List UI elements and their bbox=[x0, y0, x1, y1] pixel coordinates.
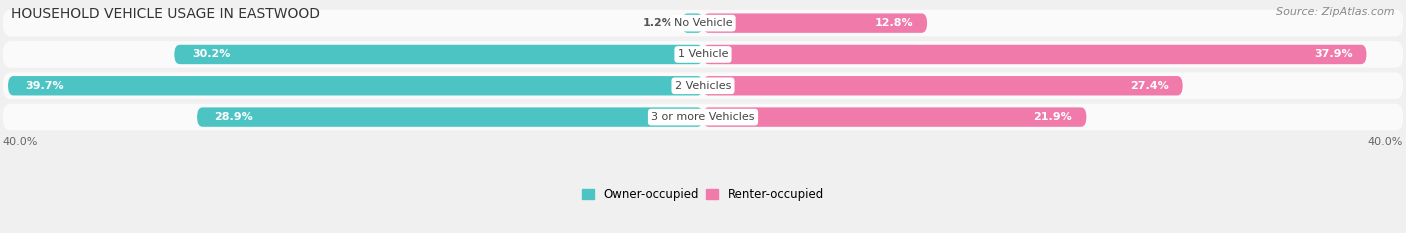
Text: 12.8%: 12.8% bbox=[875, 18, 912, 28]
FancyBboxPatch shape bbox=[682, 14, 703, 33]
Text: HOUSEHOLD VEHICLE USAGE IN EASTWOOD: HOUSEHOLD VEHICLE USAGE IN EASTWOOD bbox=[11, 7, 321, 21]
FancyBboxPatch shape bbox=[3, 72, 1403, 99]
FancyBboxPatch shape bbox=[703, 76, 1182, 96]
FancyBboxPatch shape bbox=[8, 76, 703, 96]
FancyBboxPatch shape bbox=[174, 45, 703, 64]
Text: 30.2%: 30.2% bbox=[191, 49, 231, 59]
Legend: Owner-occupied, Renter-occupied: Owner-occupied, Renter-occupied bbox=[578, 183, 828, 206]
Text: 27.4%: 27.4% bbox=[1130, 81, 1168, 91]
Text: 40.0%: 40.0% bbox=[3, 137, 38, 147]
Text: 2 Vehicles: 2 Vehicles bbox=[675, 81, 731, 91]
Text: 40.0%: 40.0% bbox=[1368, 137, 1403, 147]
FancyBboxPatch shape bbox=[3, 10, 1403, 36]
Text: 3 or more Vehicles: 3 or more Vehicles bbox=[651, 112, 755, 122]
Text: 37.9%: 37.9% bbox=[1313, 49, 1353, 59]
Text: 39.7%: 39.7% bbox=[25, 81, 65, 91]
FancyBboxPatch shape bbox=[703, 107, 1087, 127]
Text: 1 Vehicle: 1 Vehicle bbox=[678, 49, 728, 59]
Text: 21.9%: 21.9% bbox=[1033, 112, 1073, 122]
FancyBboxPatch shape bbox=[3, 41, 1403, 68]
FancyBboxPatch shape bbox=[197, 107, 703, 127]
FancyBboxPatch shape bbox=[3, 104, 1403, 130]
FancyBboxPatch shape bbox=[703, 45, 1367, 64]
Text: Source: ZipAtlas.com: Source: ZipAtlas.com bbox=[1277, 7, 1395, 17]
Text: No Vehicle: No Vehicle bbox=[673, 18, 733, 28]
Text: 28.9%: 28.9% bbox=[215, 112, 253, 122]
Text: 1.2%: 1.2% bbox=[643, 18, 673, 28]
FancyBboxPatch shape bbox=[703, 14, 927, 33]
